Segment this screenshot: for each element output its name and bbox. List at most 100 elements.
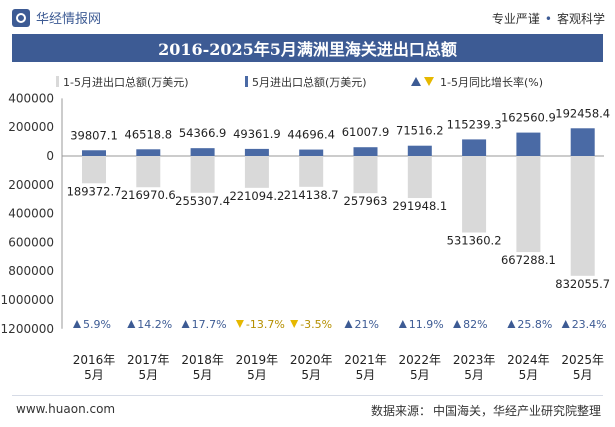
- x-tick-label: 2016年: [73, 353, 116, 367]
- x-tick-label: 2020年: [290, 353, 333, 367]
- footer-source: 数据来源： 中国海关，华经产业研究院整理: [371, 402, 601, 419]
- slogan-2: 客观科学: [556, 12, 605, 26]
- data-label-ytd: 257963: [344, 194, 388, 208]
- data-label-month: 162560.9: [501, 111, 556, 125]
- bar-month: [244, 148, 269, 156]
- bar-month: [190, 148, 215, 156]
- x-tick-label: 5月: [301, 368, 321, 382]
- x-tick-label: 2021年: [344, 353, 387, 367]
- y-tick-label: 200000: [8, 178, 54, 192]
- x-tick-label: 5月: [84, 368, 104, 382]
- growth-label: 23.4%: [572, 318, 607, 331]
- x-tick-label: 2017年: [127, 353, 170, 367]
- growth-label: 17.7%: [192, 318, 227, 331]
- data-label-ytd: 832055.7: [555, 277, 610, 291]
- data-label-ytd: 214138.7: [284, 188, 339, 202]
- y-tick-label: 400000: [8, 91, 54, 105]
- x-tick-label: 5月: [193, 368, 213, 382]
- bar-ytd: [190, 156, 215, 193]
- x-tick-label: 2018年: [181, 353, 224, 367]
- y-tick-label: 1000000: [1, 293, 54, 307]
- legend-triangle-down-icon: [424, 77, 434, 86]
- data-label-ytd: 255307.4: [175, 194, 230, 208]
- bar-month: [407, 145, 432, 156]
- x-tick-label: 5月: [247, 368, 267, 382]
- growth-label: -3.5%: [300, 318, 332, 331]
- y-tick-label: 400000: [8, 207, 54, 221]
- x-tick-label: 5月: [519, 368, 539, 382]
- bar-ytd: [407, 156, 432, 199]
- bar-month: [570, 128, 595, 156]
- growth-label: 21%: [355, 318, 379, 331]
- bar-ytd: [516, 156, 541, 253]
- bar-month: [299, 149, 324, 156]
- legend-triangle-up-icon: [411, 77, 421, 86]
- growth-up-triangle-icon: [453, 320, 462, 328]
- data-label-month: 115239.3: [447, 117, 502, 131]
- x-tick-label: 2024年: [507, 353, 550, 367]
- x-tick-label: 5月: [464, 368, 484, 382]
- data-label-month: 61007.9: [342, 125, 390, 139]
- data-label-ytd: 221094.2: [229, 189, 284, 203]
- growth-up-triangle-icon: [127, 320, 136, 328]
- x-tick-label: 2019年: [236, 353, 279, 367]
- legend-label-month: 5月进出口总额(万美元): [252, 75, 367, 89]
- growth-label: 82%: [463, 318, 487, 331]
- bar-ytd: [462, 156, 487, 233]
- footer-website[interactable]: www.huaon.com: [16, 402, 116, 416]
- growth-label: 14.2%: [137, 318, 172, 331]
- source-label: 数据来源：: [370, 404, 431, 418]
- slogan: 专业严谨 • 客观科学: [492, 10, 605, 27]
- data-label-month: 46518.8: [125, 127, 173, 141]
- bar-month: [82, 150, 106, 156]
- bar-ytd: [570, 156, 595, 276]
- bullet-icon: •: [544, 12, 552, 26]
- y-tick-label: 0: [46, 149, 54, 163]
- growth-down-triangle-icon: [290, 320, 299, 328]
- data-label-ytd: 216970.6: [121, 188, 176, 202]
- growth-up-triangle-icon: [344, 320, 353, 328]
- legend-swatch-ytd: [56, 76, 59, 87]
- growth-up-triangle-icon: [181, 320, 190, 328]
- x-tick-label: 2025年: [561, 353, 604, 367]
- data-label-month: 71516.2: [396, 124, 444, 138]
- top-bar: 华经情报网 专业严谨 • 客观科学: [0, 0, 615, 34]
- chart-title-band: 2016-2025年5月满洲里海关进出口总额: [12, 34, 603, 62]
- bar-month: [516, 132, 541, 156]
- x-tick-label: 5月: [138, 368, 158, 382]
- bar-ytd: [244, 156, 269, 188]
- data-label-ytd: 189372.7: [67, 184, 122, 198]
- source-text: 中国海关，华经产业研究院整理: [432, 404, 601, 418]
- slogan-1: 专业严谨: [491, 12, 540, 26]
- legend-label-ytd: 1-5月进出口总额(万美元): [63, 75, 189, 89]
- growth-label: 25.8%: [517, 318, 552, 331]
- x-tick-label: 2022年: [399, 353, 442, 367]
- data-label-month: 54366.9: [179, 126, 227, 140]
- data-label-ytd: 291948.1: [392, 199, 447, 213]
- brand-logo[interactable]: 华经情报网: [12, 8, 101, 27]
- bar-ytd: [353, 156, 378, 194]
- data-label-month: 44696.4: [287, 128, 335, 142]
- legend-label-growth: 1-5月同比增长率(%): [440, 75, 543, 89]
- x-tick-label: 2023年: [453, 353, 496, 367]
- bar-chart: 1-5月进出口总额(万美元) 5月进出口总额(万美元) 1-5月同比增长率(%) 40…: [1, 75, 611, 382]
- y-tick-label: 1200000: [1, 322, 54, 336]
- data-label-month: 49361.9: [233, 127, 281, 141]
- x-tick-label: 5月: [356, 368, 376, 382]
- brand-logo-icon: [12, 8, 30, 27]
- bar-ytd: [299, 156, 324, 187]
- data-label-ytd: 667288.1: [501, 253, 556, 267]
- data-label-ytd: 531360.2: [447, 234, 502, 248]
- data-label-month: 39807.1: [70, 128, 118, 142]
- y-tick-label: 800000: [8, 264, 54, 278]
- growth-label: 5.9%: [83, 318, 111, 331]
- growth-up-triangle-icon: [73, 320, 81, 328]
- bar-month: [462, 139, 487, 156]
- bar-ytd: [136, 156, 161, 188]
- chart-title: 2016-2025年5月满洲里海关进出口总额: [158, 40, 457, 59]
- brand-name: 华经情报网: [36, 12, 102, 27]
- growth-up-triangle-icon: [507, 320, 516, 328]
- footer-divider: [12, 395, 603, 396]
- growth-label: -13.7%: [246, 318, 285, 331]
- y-tick-label: 200000: [8, 120, 54, 134]
